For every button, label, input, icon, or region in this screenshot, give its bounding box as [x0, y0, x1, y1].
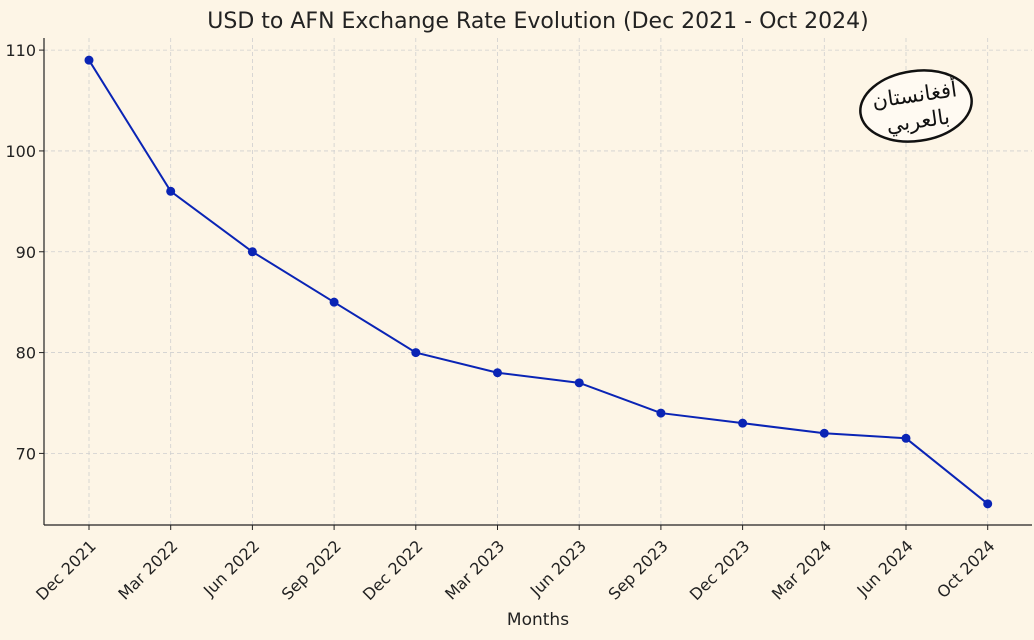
chart-title: USD to AFN Exchange Rate Evolution (Dec …: [207, 9, 868, 34]
axes: [43, 38, 1032, 526]
x-tick-label: Sep 2022: [278, 536, 345, 603]
data-point: [84, 55, 94, 65]
data-point: [983, 499, 993, 509]
x-axis-label: Months: [507, 610, 569, 630]
y-tick-label: 90: [16, 243, 36, 262]
data-point: [901, 433, 911, 443]
grid: [44, 38, 1032, 525]
x-tick-label: Jun 2024: [853, 536, 917, 600]
data-point: [656, 408, 666, 418]
data-point: [738, 418, 748, 428]
x-tick-label: Dec 2023: [686, 536, 754, 604]
data-point: [329, 297, 339, 307]
y-tick-label: 70: [16, 444, 36, 463]
x-tick-label: Oct 2024: [933, 536, 998, 601]
y-ticks: 70 80 90 100 110: [5, 41, 44, 463]
logo-ellipse: [859, 69, 973, 143]
x-tick-label: Sep 2023: [605, 536, 672, 603]
series-line: [88, 59, 989, 505]
y-tick-label: 110: [5, 41, 36, 60]
x-tick-label: Jun 2022: [199, 536, 263, 600]
y-tick-label: 100: [5, 142, 36, 161]
series: [84, 55, 993, 509]
data-point: [574, 378, 584, 388]
data-point: [493, 368, 502, 378]
data-point: [819, 428, 829, 438]
x-tick-label: Mar 2024: [768, 536, 835, 603]
data-point: [247, 247, 257, 257]
y-tick-label: 80: [16, 344, 36, 363]
x-tick-label: Dec 2021: [32, 536, 100, 604]
logo-watermark: أفغانستان بالعربي: [859, 69, 973, 143]
x-tick-label: Mar 2023: [441, 536, 508, 603]
x-tick-label: Jun 2023: [526, 536, 590, 600]
data-point: [166, 186, 176, 196]
x-ticks: Dec 2021 Mar 2022 Jun 2022 Sep 2022 Dec 2022…: [32, 525, 999, 604]
x-tick-label: Dec 2022: [359, 536, 427, 604]
data-point: [411, 348, 421, 358]
x-tick-label: Mar 2022: [114, 536, 181, 603]
